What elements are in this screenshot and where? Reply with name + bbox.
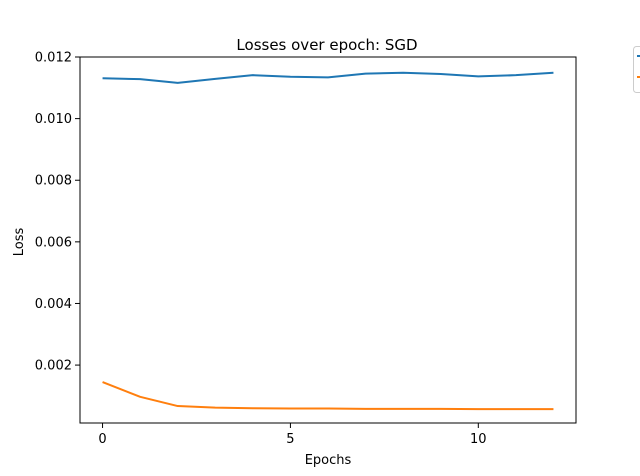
y-tick-label: 0.002: [35, 359, 72, 374]
legend: [633, 46, 640, 93]
chart-title: Losses over epoch: SGD: [236, 36, 417, 54]
series-line-2: [102, 381, 554, 411]
y-tick-label: 0.012: [35, 51, 72, 66]
series-layer: [102, 71, 554, 411]
y-tick-label: 0.010: [35, 112, 72, 127]
x-tick-label: 10: [470, 432, 487, 447]
x-axis-title: Epochs: [305, 453, 352, 468]
legend-box: [633, 46, 640, 93]
y-tick-label: 0.006: [35, 235, 72, 250]
x-tick-label: 5: [286, 432, 294, 447]
x-tick-label: 0: [98, 432, 106, 447]
y-tick-label: 0.008: [35, 174, 72, 189]
y-axis-title: Loss: [12, 228, 27, 257]
plot-frame: [79, 56, 577, 424]
series-line-1: [102, 71, 554, 84]
axes-layer: 0 5 10 0.002 0.004 0.006 0.008 0.010 0.012: [35, 51, 577, 447]
y-tick-label: 0.004: [35, 297, 72, 312]
